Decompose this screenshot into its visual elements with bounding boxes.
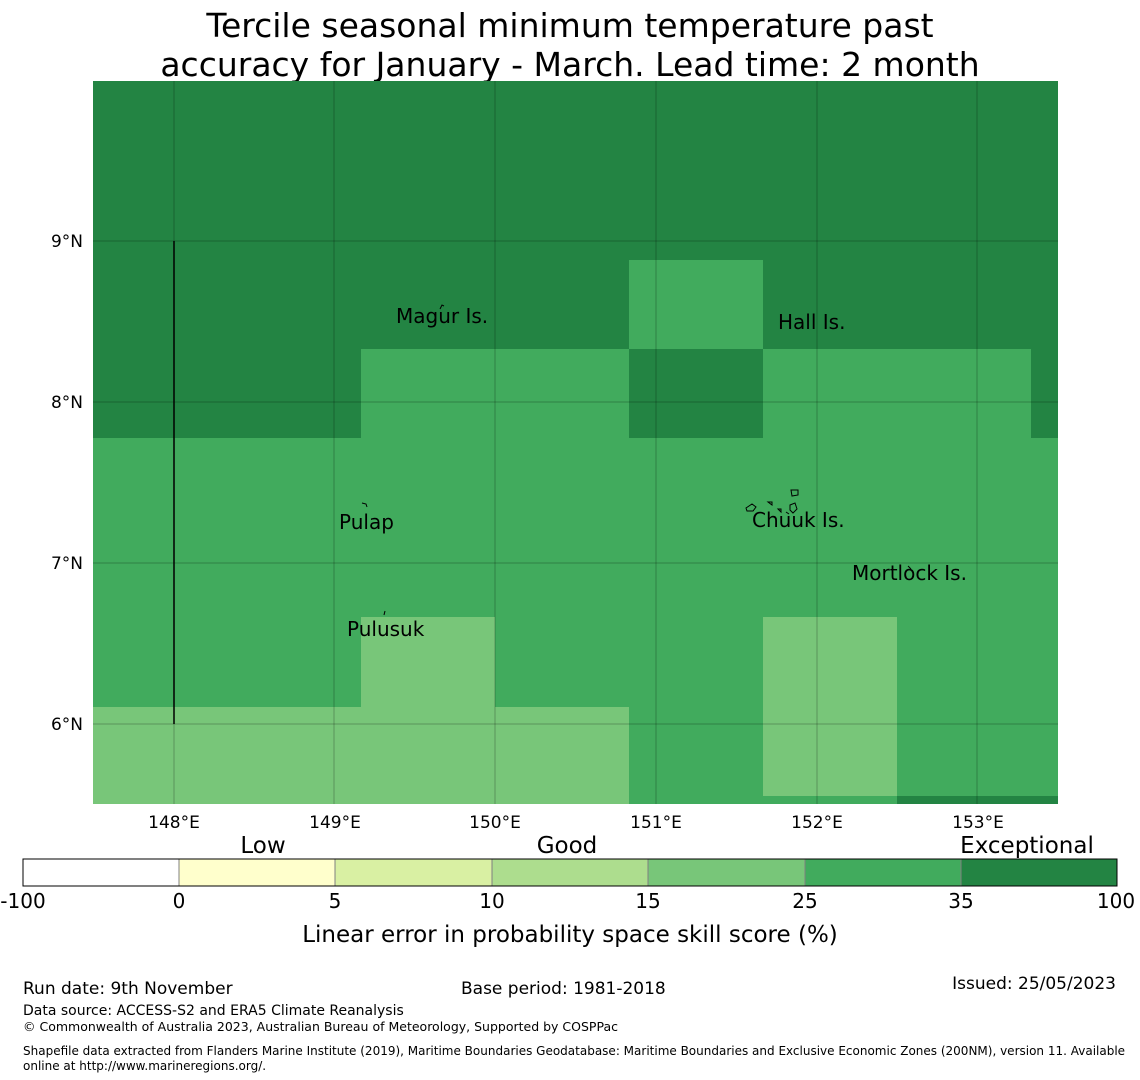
colorbar-categories: Low Good Exceptional [240,833,1093,859]
lon-tick-149e: 149°E [309,813,361,833]
place-label-magur: Magur Is. [396,304,488,328]
place-label-hall: Hall Is. [778,310,845,334]
island-pulap [361,502,368,508]
category-exceptional: Exceptional [960,833,1094,859]
cbar-tick-neg100: -100 [0,889,45,913]
cbar-tick-100: 100 [1097,889,1135,913]
base-period: Base period: 1981-2018 [461,979,666,999]
grid-cell-exceptional-north [93,81,1058,349]
lat-tick-8n: 8°N [51,393,83,413]
cbar-tick-35: 35 [948,889,973,913]
lon-tick-153e: 153°E [952,813,1004,833]
category-low: Low [240,833,285,859]
lat-tick-7n: 7°N [51,554,83,574]
skill-score-grid [93,81,1058,804]
chart-title: Tercile seasonal minimum temperature pas… [0,6,1140,84]
island-magur [439,304,445,310]
colorbar-segment-5-10 [334,858,493,887]
lon-tick-152e: 152°E [791,813,843,833]
lat-tick-6n: 6°N [51,715,83,735]
title-line-1: Tercile seasonal minimum temperature pas… [206,6,934,45]
latitude-ticks: 9°N 8°N 7°N 6°N [51,232,83,735]
colorbar [22,858,1118,887]
colorbar-segment-15-25 [647,858,806,887]
colorbar-ticks: -100 0 5 10 15 25 35 100 [0,889,1135,913]
colorbar-segment-10-15 [491,858,649,887]
place-label-pulap: Pulap [339,510,394,534]
place-label-pulusuk: Pulusuk [347,617,425,641]
longitude-ticks: 148°E 149°E 150°E 151°E 152°E 153°E [148,813,1004,833]
island-outlines [361,304,912,616]
data-source: Data source: ACCESS-S2 and ERA5 Climate … [23,1003,404,1019]
shapefile-credit-line-2: online at http://www.marineregions.org/. [23,1059,266,1073]
grid-cell-good-central [361,349,629,438]
island-pulusuk [383,610,386,616]
lon-tick-151e: 151°E [630,813,682,833]
grid-cell-moderate-southwest [93,707,629,804]
colorbar-segment-neg [22,858,180,887]
category-good: Good [537,833,598,859]
grid-cell-good-east [763,349,1031,438]
footer: Run date: 9th November Base period: 1981… [23,974,1125,1073]
grid-cell-exceptional-mid [629,349,763,438]
colorbar-segment-0-5 [178,858,336,887]
cbar-tick-10: 10 [479,889,504,913]
grid-cell-good-hall [629,260,763,349]
colorbar-frame [22,858,1118,887]
grid-cell-exceptional-west [93,349,361,438]
map-gridlines [93,81,1058,804]
colorbar-segment-25-35 [804,858,962,887]
cbar-tick-15: 15 [635,889,660,913]
issued-date: Issued: 25/05/2023 [952,974,1116,994]
island-chuuk-mark [785,511,790,515]
title-line-2: accuracy for January - March. Lead time:… [160,45,980,84]
lon-tick-150e: 150°E [469,813,521,833]
island-mortlock [907,565,912,570]
colorbar-segment-35-100 [960,858,1118,887]
cbar-tick-25: 25 [792,889,817,913]
colorbar-axis-label: Linear error in probability space skill … [302,922,838,948]
cbar-tick-5: 5 [329,889,342,913]
island-chuuk-lagoon [745,489,799,514]
place-label-mortlock: Mortlock Is. [852,561,967,585]
run-date: Run date: 9th November [23,979,233,999]
grid-cell-moderate-southeast [763,617,897,796]
grid-cell-exceptional-southeast [897,796,1058,804]
grid-cell-exceptional-east [1031,349,1058,438]
cbar-tick-0: 0 [173,889,186,913]
grid-cell-moderate-pulusuk [361,617,495,707]
lon-tick-148e: 148°E [148,813,200,833]
copyright-notice: © Commonwealth of Australia 2023, Austra… [23,1019,618,1034]
lat-tick-9n: 9°N [51,232,83,252]
place-labels: Magur Is. Hall Is. Pulap Chuuk Is. Mortl… [339,304,967,641]
place-label-chuuk: Chuuk Is. [752,508,845,532]
shapefile-credit-line-1: Shapefile data extracted from Flanders M… [23,1044,1125,1058]
